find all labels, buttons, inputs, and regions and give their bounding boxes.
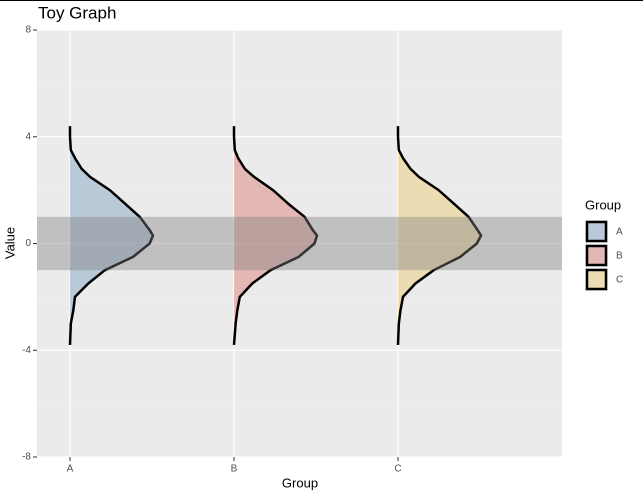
legend-key — [585, 268, 608, 291]
y-axis-label: Value — [2, 227, 17, 259]
violin-outline — [68, 126, 155, 345]
chart-title: Toy Graph — [38, 3, 116, 22]
violin-outline — [232, 126, 319, 346]
legend-key — [585, 220, 608, 243]
violin-fill — [70, 126, 153, 345]
violin-fill — [234, 126, 317, 345]
y-tick-label: -4 — [22, 345, 31, 356]
x-tick-label: B — [231, 464, 238, 475]
x-axis-label: Group — [282, 475, 318, 490]
band — [37, 216, 562, 271]
y-tick-label: 4 — [25, 131, 31, 142]
y-tick-label: -8 — [22, 452, 31, 463]
legend-label: A — [616, 227, 623, 238]
legend-label: B — [616, 251, 623, 262]
violin-outline — [396, 126, 483, 345]
legend-key — [585, 244, 608, 267]
legend-title: Group — [585, 197, 621, 212]
x-tick-label: C — [394, 464, 401, 475]
y-tick-label: 8 — [25, 25, 31, 36]
legend-label: C — [616, 275, 623, 286]
x-tick-label: A — [67, 464, 74, 475]
y-tick-label: 0 — [25, 238, 31, 249]
violin-fill — [398, 126, 481, 345]
